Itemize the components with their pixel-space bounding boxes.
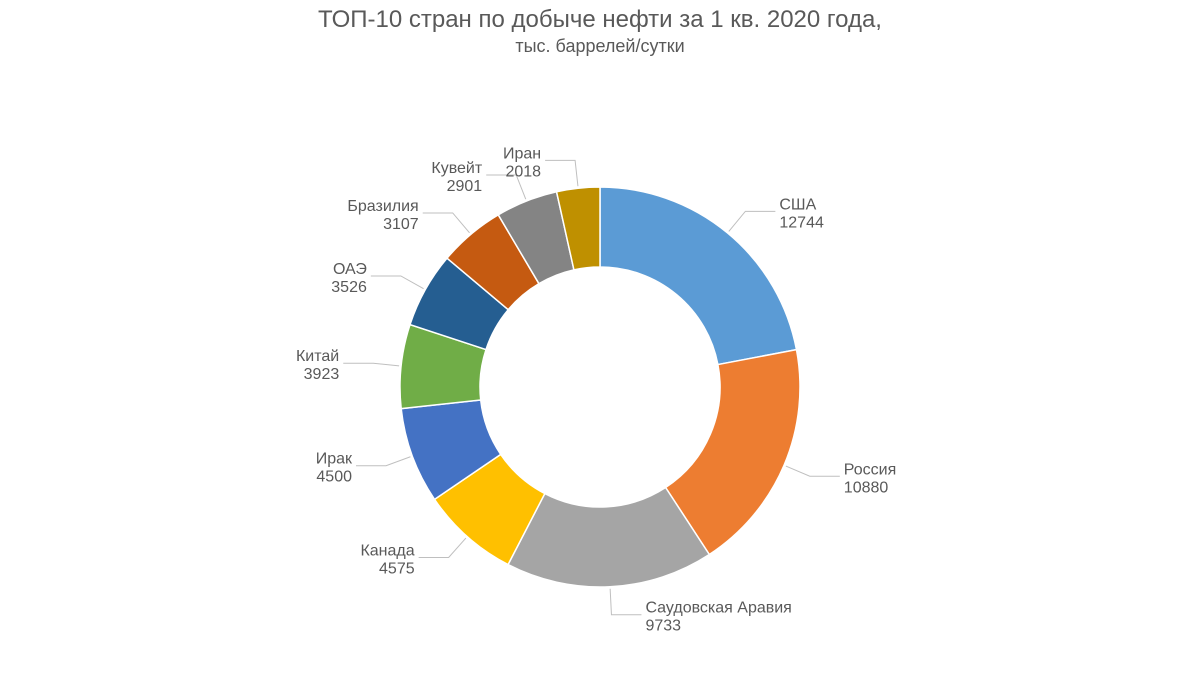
slice-label-name: Ирак [316, 451, 353, 468]
slice-label-value: 10880 [844, 479, 889, 496]
slice-label-value: 3526 [331, 279, 367, 296]
slice-label-value: 2901 [447, 178, 483, 195]
leader-line [419, 538, 466, 557]
slice-label-value: 9733 [645, 618, 681, 635]
donut-chart-svg: США12744 Россия10880 Саудовская Аравия9733… [0, 57, 1200, 667]
leader-line [343, 363, 399, 366]
donut-chart-container: ТОП-10 стран по добыче нефти за 1 кв. 20… [0, 0, 1200, 675]
slice-label-value: 4500 [316, 469, 352, 486]
slice-label-name: Китай [296, 348, 339, 365]
leader-line [610, 589, 641, 615]
donut-slice [600, 187, 796, 365]
leader-line [545, 160, 578, 186]
slice-label-name: Саудовская Аравия [645, 600, 791, 617]
slice-label-name: Россия [844, 461, 896, 478]
slice-label-name: Иран [503, 145, 541, 162]
slice-label-value: 12744 [779, 214, 824, 231]
slice-label-value: 4575 [379, 561, 415, 578]
slice-label-name: Канада [360, 543, 414, 560]
slice-label-name: Кувейт [431, 160, 482, 177]
leader-line [786, 466, 840, 476]
leader-line [729, 211, 776, 231]
leader-line [371, 276, 424, 289]
slice-label-name: Бразилия [347, 198, 418, 215]
slice-label-value: 2018 [505, 163, 541, 180]
chart-subtitle: тыс. баррелей/сутки [0, 34, 1200, 57]
slice-label-name: США [779, 196, 816, 213]
slice-label-value: 3107 [383, 216, 419, 233]
leader-line [356, 457, 410, 466]
slice-label-name: ОАЭ [333, 261, 367, 278]
leader-line [423, 213, 470, 233]
chart-title: ТОП-10 стран по добыче нефти за 1 кв. 20… [0, 0, 1200, 34]
slice-label-value: 3923 [304, 366, 340, 383]
